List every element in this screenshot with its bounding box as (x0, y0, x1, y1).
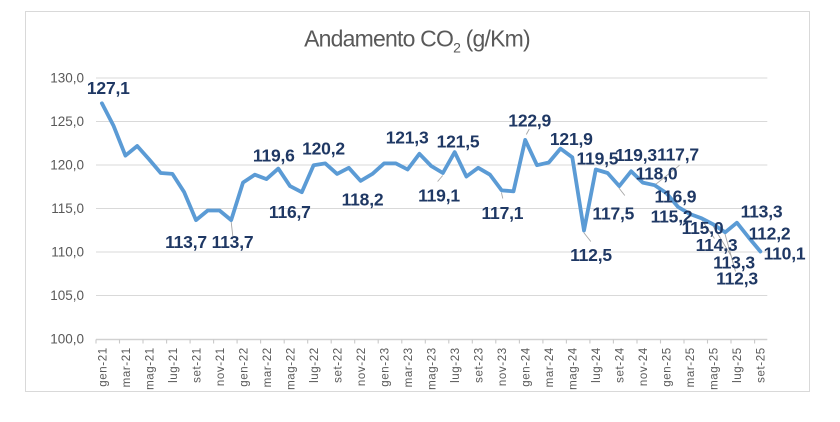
svg-text:121,5: 121,5 (437, 132, 480, 152)
svg-text:113,7: 113,7 (165, 232, 207, 252)
svg-text:121,3: 121,3 (386, 128, 429, 148)
svg-text:lug-22: lug-22 (309, 347, 321, 383)
svg-text:105,0: 105,0 (50, 288, 84, 303)
svg-text:122,9: 122,9 (508, 111, 551, 131)
svg-text:mag-23: mag-23 (427, 347, 439, 390)
svg-text:112,3: 112,3 (716, 269, 758, 289)
svg-text:118,0: 118,0 (636, 164, 678, 184)
svg-text:mag-22: mag-22 (286, 347, 298, 390)
svg-text:set-21: set-21 (192, 347, 204, 383)
svg-text:Andamento CO2 (g/Km): Andamento CO2 (g/Km) (304, 26, 530, 56)
svg-text:113,3: 113,3 (741, 202, 783, 222)
svg-text:lug-24: lug-24 (591, 347, 603, 383)
svg-text:112,5: 112,5 (570, 245, 612, 265)
svg-text:120,0: 120,0 (50, 158, 84, 173)
svg-text:mar-22: mar-22 (262, 347, 274, 387)
svg-text:119,1: 119,1 (418, 186, 460, 206)
svg-text:mar-24: mar-24 (544, 347, 556, 387)
svg-text:set-23: set-23 (474, 347, 486, 383)
svg-text:130,0: 130,0 (50, 71, 84, 86)
svg-text:gen-22: gen-22 (239, 347, 251, 386)
svg-text:lug-21: lug-21 (168, 347, 180, 383)
svg-text:set-24: set-24 (615, 347, 627, 383)
svg-text:nov-23: nov-23 (497, 347, 509, 386)
svg-text:121,9: 121,9 (550, 129, 593, 149)
svg-text:118,2: 118,2 (342, 190, 384, 210)
svg-text:set-22: set-22 (333, 347, 345, 383)
svg-text:mag-24: mag-24 (568, 347, 580, 390)
svg-text:gen-25: gen-25 (662, 347, 674, 386)
svg-text:110,1: 110,1 (764, 244, 806, 264)
svg-text:mar-21: mar-21 (121, 347, 133, 387)
svg-text:120,2: 120,2 (302, 139, 345, 159)
svg-text:116,7: 116,7 (269, 202, 311, 222)
svg-text:nov-24: nov-24 (638, 347, 650, 386)
svg-text:119,3: 119,3 (615, 145, 657, 165)
svg-text:mag-25: mag-25 (709, 347, 721, 390)
svg-text:gen-24: gen-24 (521, 347, 533, 386)
svg-text:113,3: 113,3 (713, 253, 755, 273)
svg-text:mag-21: mag-21 (145, 347, 157, 390)
svg-text:112,2: 112,2 (749, 224, 791, 244)
svg-text:gen-21: gen-21 (98, 347, 110, 386)
svg-text:nov-21: nov-21 (215, 347, 227, 386)
svg-text:115,0: 115,0 (51, 201, 84, 216)
svg-text:100,0: 100,0 (50, 332, 84, 347)
svg-text:lug-25: lug-25 (732, 347, 744, 383)
svg-text:114,3: 114,3 (696, 235, 738, 255)
svg-text:lug-23: lug-23 (450, 347, 462, 383)
svg-text:125,0: 125,0 (50, 114, 84, 129)
svg-text:set-25: set-25 (756, 347, 768, 383)
svg-text:117,5: 117,5 (592, 204, 634, 224)
svg-text:mar-23: mar-23 (403, 347, 415, 387)
svg-text:115,2: 115,2 (651, 207, 693, 227)
svg-text:gen-23: gen-23 (380, 347, 392, 386)
svg-text:117,1: 117,1 (481, 203, 523, 223)
svg-text:127,1: 127,1 (87, 78, 130, 98)
svg-text:mar-25: mar-25 (685, 347, 697, 387)
svg-text:116,9: 116,9 (654, 186, 696, 206)
svg-text:113,7: 113,7 (212, 232, 254, 252)
svg-text:117,7: 117,7 (657, 145, 699, 165)
svg-text:110,0: 110,0 (51, 245, 84, 260)
svg-text:119,5: 119,5 (576, 148, 618, 168)
svg-text:nov-22: nov-22 (356, 347, 368, 386)
svg-text:119,6: 119,6 (253, 145, 295, 165)
svg-text:115,0: 115,0 (682, 218, 724, 238)
